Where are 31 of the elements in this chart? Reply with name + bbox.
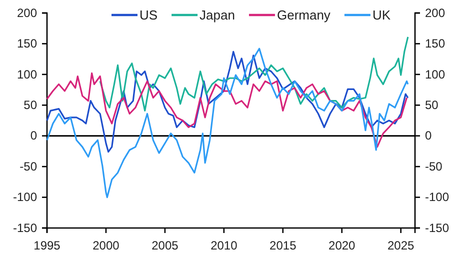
y-tick-label: 100 [16,67,38,82]
x-tick-label: 2010 [210,238,238,253]
y-tick-label: -100 [12,190,38,204]
x-tick-label: 2020 [328,238,356,253]
y-tick-label: 200 [16,6,38,20]
legend-label: US [139,8,158,22]
y-tick-label: 50 [24,98,38,112]
y-tick-label: 150 [16,36,38,51]
x-tick-label: 2015 [270,238,297,253]
legend-label: Germany [276,8,331,22]
legend-label: Japan [200,8,235,22]
x-tick-label: 2000 [92,238,120,253]
y2-tick-label: 100 [425,67,446,82]
line-series [99,36,409,112]
x-tick-label: 2005 [152,238,179,253]
y2-tick-label: 50 [425,98,439,112]
line-series [46,72,408,148]
y2-tick-label: 0 [425,128,432,143]
y2-tick-label: -50 [425,159,443,174]
y-tick-label: -150 [12,220,38,235]
line-series [46,48,409,198]
x-tick-label: 2025 [387,238,415,253]
y2-tick-label: 150 [425,36,446,51]
y2-tick-label: 200 [425,6,446,20]
x-tick-label: 1995 [34,238,61,253]
y-tick-label: -50 [20,159,38,174]
legend-label: UK [372,8,391,22]
y-tick-label: 0 [30,128,38,143]
y2-tick-label: -150 [425,220,450,235]
line-series [46,50,409,153]
y2-tick-label: -100 [425,190,450,204]
